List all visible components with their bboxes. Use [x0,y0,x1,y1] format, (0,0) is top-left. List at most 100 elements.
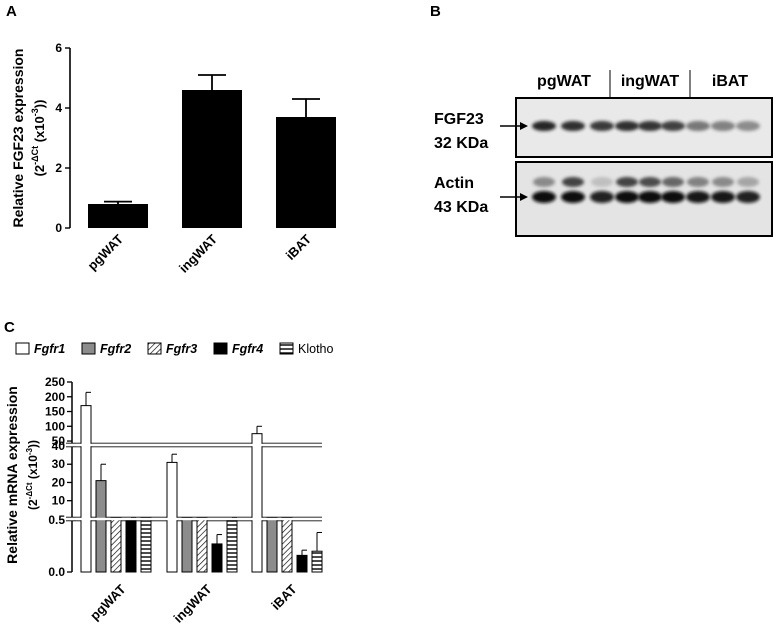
panel-c-bar [80,405,92,573]
panel-c-bar [266,517,278,573]
panel-c-bar [196,517,208,573]
blot-band-actin-upper [662,177,684,187]
blot-protein-actin: Actin [434,175,474,192]
blot-band-actin [532,191,556,203]
panel-c-y-tick-label: 250 [45,375,65,389]
panel-c-bar-break [76,517,324,521]
blot-band-actin-upper [687,177,709,187]
panel-a-axes [65,47,71,229]
legend-label: Fgfr4 [232,342,263,356]
panel-c-y-tick-label: 40 [52,439,66,453]
panel-a-x-tick-label: iBAT [283,231,314,262]
blot-arrow-fgf23 [500,122,528,130]
blot-band-fgf23 [590,121,614,131]
blot-band-actin-upper [562,177,584,187]
panel-c-bar [95,480,107,573]
panel-c-y-tick-label: 20 [52,475,66,489]
panel-c-bar [296,554,308,573]
panel-label-c: C [4,319,15,336]
panel-c-y-tick-label: 0.0 [48,565,65,579]
blot-size-fgf23: 32 KDa [434,135,488,152]
panel-a-x-tick-label: pgWAT [85,231,127,273]
panel-label-b: B [430,3,441,20]
blot-band-actin-upper [533,177,555,187]
legend-swatch [147,342,162,355]
panel-c-bar [110,517,122,573]
panel-c-y-tick-label: 0.5 [48,513,65,527]
panel-a-bar [88,204,148,228]
panel-c-ylabel-unit: (2-ΔCt (x10-3)) [25,440,40,510]
blot-band-fgf23 [615,121,639,131]
panel-b-western-blot: pgWAT ingWAT iBAT FGF23 32 KDa Actin 43 … [434,70,773,237]
blot-band-actin [615,191,639,203]
panel-c-bar-break [76,443,324,447]
panel-a-y-tick-label: 4 [55,101,62,115]
blot-lane-group-ingwat: ingWAT [621,73,680,90]
panel-a-ylabel-unit: (2-ΔCt (x10-3)) [30,100,47,177]
blot-band-fgf23 [736,121,760,131]
blot-band-actin [736,191,760,203]
panel-c-bar [140,517,152,573]
panel-c-bar [226,519,238,573]
blot-band-actin-upper [737,177,759,187]
legend-label: Fgfr2 [100,342,131,356]
blot-band-actin-upper [591,177,613,187]
panel-c-ylabel: Relative mRNA expression [4,386,20,564]
blot-band-actin [661,191,685,203]
blot-band-fgf23 [638,121,662,131]
panel-c-y-tick-label: 150 [45,405,65,419]
panel-c-bar [181,517,193,573]
blot-band-fgf23 [711,121,735,131]
legend-label: Fgfr3 [166,342,197,356]
panel-c-y-tick-label: 50 [52,434,66,448]
panel-c-x-tick-label: ingWAT [170,581,214,625]
panel-c-y-tick-label: 30 [52,457,66,471]
panel-a-bars [88,74,336,228]
blot-arrow-actin [500,193,528,201]
blot-band-actin [561,191,585,203]
panel-a-y-tick-label: 0 [55,221,62,235]
panel-c-bars [76,391,324,573]
blot-lane-group-pgwat: pgWAT [537,73,591,90]
panel-c-y-tick-label: 10 [52,494,66,508]
panel-c-y-tick-label: 200 [45,390,65,404]
panel-c-bar [166,461,178,573]
panel-c-bar [251,433,263,573]
legend-swatch [81,342,96,355]
blot-band-actin [711,191,735,203]
blot-band-actin-upper [712,177,734,187]
panel-c-bar [211,543,223,573]
blot-band-actin [686,191,710,203]
panel-c-bar [125,519,137,573]
panel-c-legend: Fgfr1 Fgfr2 Fgfr3 Fgfr4 Klotho [15,342,333,356]
legend-label: Fgfr1 [34,342,65,356]
panel-a-x-tick-label: ingWAT [176,231,220,275]
blot-band-fgf23 [686,121,710,131]
panel-c-bar [281,517,293,573]
blot-band-fgf23 [561,121,585,131]
panel-label-a: A [6,3,17,20]
panel-c-x-tick-label: pgWAT [87,581,129,623]
panel-c-y-tick-label: 100 [45,419,65,433]
legend-swatch [279,342,294,355]
blot-band-actin-upper [639,177,661,187]
blot-band-actin-upper [616,177,638,187]
blot-protein-fgf23: FGF23 [434,111,484,128]
blot-band-actin [638,191,662,203]
legend-swatch [15,342,30,355]
panel-c-x-tick-label: iBAT [268,581,299,612]
blot-lane-group-ibat: iBAT [712,73,748,90]
panel-a-ylabel: Relative FGF23 expression [10,49,26,228]
blot-band-fgf23 [661,121,685,131]
blot-size-actin: 43 KDa [434,199,488,216]
blot-band-actin [590,191,614,203]
panel-c-bar [311,550,323,573]
blot-band-fgf23 [532,121,556,131]
panel-a-bar [182,90,242,228]
panel-a-y-tick-label: 2 [55,161,62,175]
panel-c-chart: Fgfr1 Fgfr2 Fgfr3 Fgfr4 Klotho 0.0 0.5 10 20 30 4… [4,342,333,626]
blot-bands [532,121,760,203]
legend-label: Klotho [298,342,333,356]
panel-a-y-tick-label: 6 [55,41,62,55]
